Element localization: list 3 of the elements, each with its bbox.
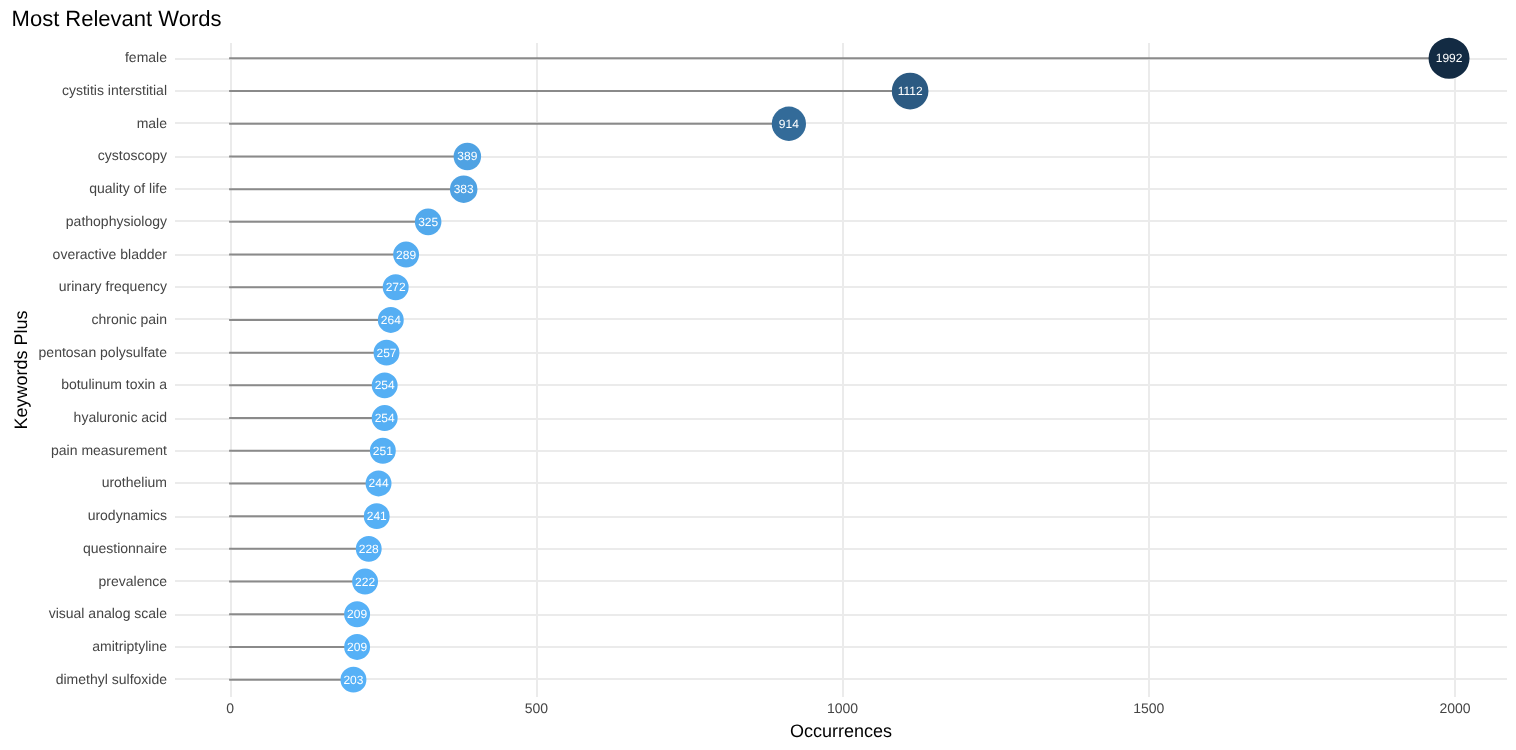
chart-title: Most Relevant Words [11, 7, 223, 32]
x-axis-title: Occurrences [789, 721, 893, 741]
y-axis-title: Keywords Plus [10, 309, 31, 430]
